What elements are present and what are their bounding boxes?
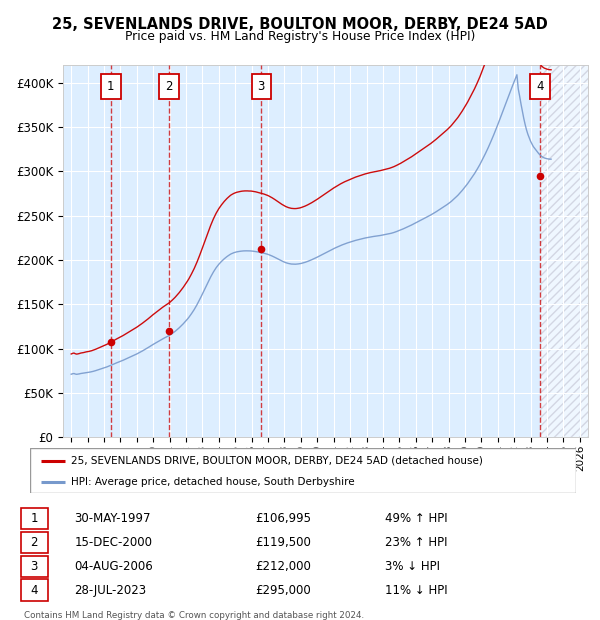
FancyBboxPatch shape: [21, 532, 48, 554]
FancyBboxPatch shape: [21, 556, 48, 577]
Text: 3: 3: [31, 560, 38, 573]
Text: £295,000: £295,000: [255, 584, 311, 596]
Text: 30-MAY-1997: 30-MAY-1997: [74, 512, 151, 525]
Text: 25, SEVENLANDS DRIVE, BOULTON MOOR, DERBY, DE24 5AD: 25, SEVENLANDS DRIVE, BOULTON MOOR, DERB…: [52, 17, 548, 32]
Text: 4: 4: [536, 80, 544, 93]
Text: £119,500: £119,500: [255, 536, 311, 549]
FancyBboxPatch shape: [21, 508, 48, 529]
Text: Price paid vs. HM Land Registry's House Price Index (HPI): Price paid vs. HM Land Registry's House …: [125, 30, 475, 43]
Text: 04-AUG-2006: 04-AUG-2006: [74, 560, 153, 573]
Text: 25, SEVENLANDS DRIVE, BOULTON MOOR, DERBY, DE24 5AD (detached house): 25, SEVENLANDS DRIVE, BOULTON MOOR, DERB…: [71, 456, 483, 466]
Text: HPI: Average price, detached house, South Derbyshire: HPI: Average price, detached house, Sout…: [71, 477, 355, 487]
Text: 23% ↑ HPI: 23% ↑ HPI: [385, 536, 447, 549]
Text: 3% ↓ HPI: 3% ↓ HPI: [385, 560, 440, 573]
FancyBboxPatch shape: [101, 74, 121, 99]
Text: 1: 1: [31, 512, 38, 525]
Text: 2: 2: [165, 80, 173, 93]
Text: £212,000: £212,000: [255, 560, 311, 573]
Bar: [540, 65, 588, 437]
Text: £106,995: £106,995: [255, 512, 311, 525]
FancyBboxPatch shape: [530, 74, 550, 99]
FancyBboxPatch shape: [21, 579, 48, 601]
Text: 28-JUL-2023: 28-JUL-2023: [74, 584, 146, 596]
Text: 3: 3: [257, 80, 265, 93]
Text: 1: 1: [107, 80, 115, 93]
Bar: [540, 65, 588, 437]
Text: 4: 4: [31, 584, 38, 596]
Text: 49% ↑ HPI: 49% ↑ HPI: [385, 512, 447, 525]
Text: 15-DEC-2000: 15-DEC-2000: [74, 536, 152, 549]
Text: Contains HM Land Registry data © Crown copyright and database right 2024.
This d: Contains HM Land Registry data © Crown c…: [24, 611, 364, 620]
Text: 11% ↓ HPI: 11% ↓ HPI: [385, 584, 447, 596]
FancyBboxPatch shape: [159, 74, 179, 99]
FancyBboxPatch shape: [251, 74, 271, 99]
Text: 2: 2: [31, 536, 38, 549]
FancyBboxPatch shape: [30, 448, 576, 493]
